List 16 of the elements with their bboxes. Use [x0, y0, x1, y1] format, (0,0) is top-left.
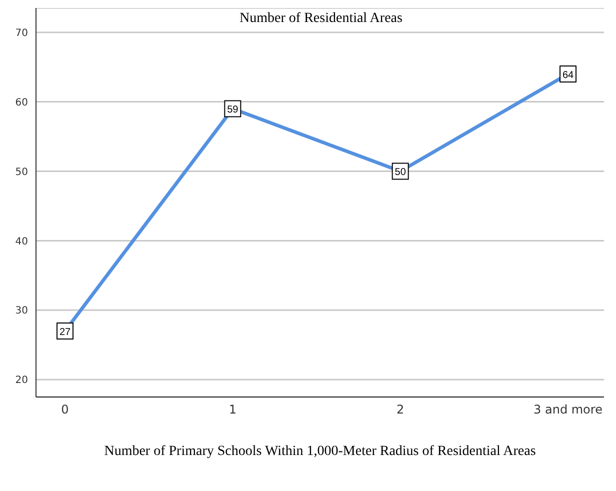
data-label: 59	[227, 104, 239, 116]
y-tick-label: 30	[15, 306, 28, 317]
x-tick-label: 2	[396, 402, 404, 417]
x-tick-label: 0	[61, 402, 69, 417]
y-tick-label: 70	[15, 28, 28, 39]
data-label: 50	[394, 167, 406, 178]
chart-title: Number of Residential Areas	[240, 11, 402, 26]
y-tick-label: 50	[15, 166, 28, 178]
y-tick-label: 60	[15, 97, 28, 108]
x-tick-label: 3 and more	[534, 402, 602, 417]
data-label: 27	[59, 327, 71, 338]
x-axis-title: Number of Primary Schools Within 1,000-Meter Radius of Residential Areas	[104, 444, 536, 459]
data-label: 64	[562, 70, 574, 81]
y-tick-label: 20	[15, 375, 28, 386]
x-tick-label: 1	[228, 402, 236, 417]
y-tick-label: 40	[15, 236, 28, 248]
